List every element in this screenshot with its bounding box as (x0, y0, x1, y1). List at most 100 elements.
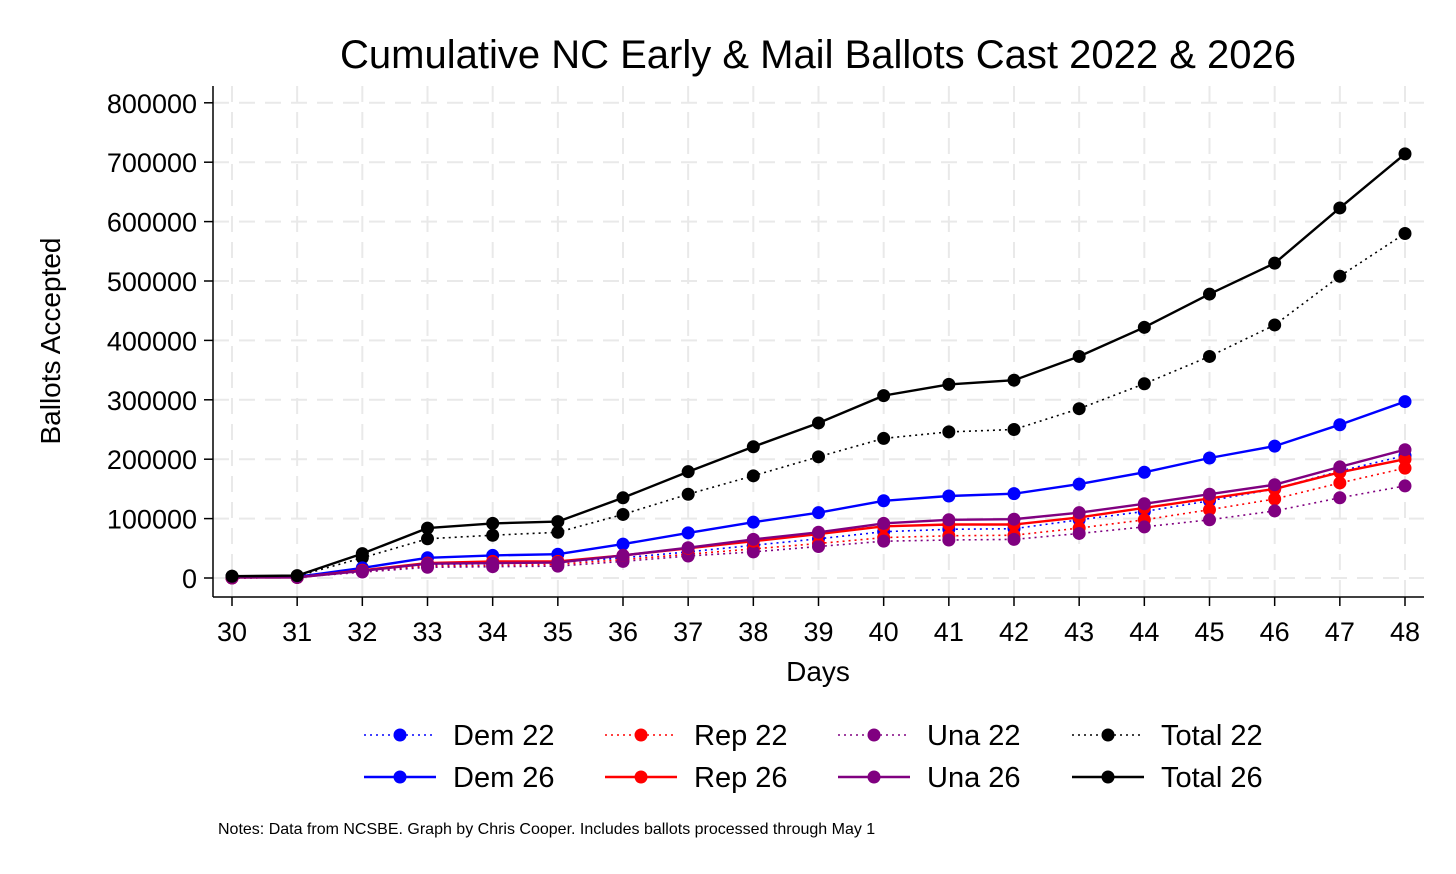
data-point-dem-26 (812, 506, 825, 520)
data-point-una-22 (877, 534, 891, 548)
data-point-una-26 (421, 557, 434, 571)
data-point-una-22 (1398, 479, 1412, 493)
data-point-una-22 (746, 545, 760, 559)
x-tick-label: 30 (217, 617, 247, 647)
data-point-una-26 (1007, 512, 1021, 526)
data-point-total-22 (486, 528, 500, 542)
x-tick-label: 34 (478, 617, 508, 647)
legend-item-dem-22: Dem 22 (364, 720, 555, 752)
legend-label: Dem 26 (453, 762, 555, 794)
data-point-dem-26 (1333, 418, 1347, 432)
series-una-22 (225, 479, 1412, 585)
data-point-una-26 (877, 516, 891, 530)
data-point-total-26 (225, 569, 239, 583)
data-point-total-26 (746, 440, 760, 454)
data-point-dem-26 (1203, 451, 1216, 465)
x-tick-label: 48 (1390, 617, 1420, 647)
data-point-total-22 (812, 450, 825, 464)
data-point-total-26 (1203, 287, 1216, 301)
x-tick-label: 40 (869, 617, 899, 647)
data-point-dem-26 (1268, 439, 1282, 453)
data-point-dem-26 (942, 489, 956, 503)
data-point-dem-26 (746, 515, 760, 529)
legend-key-marker (867, 728, 881, 742)
data-point-una-26 (942, 513, 956, 527)
data-point-total-26 (812, 416, 825, 430)
data-point-una-22 (1268, 504, 1282, 518)
data-point-total-26 (486, 516, 500, 530)
data-point-una-26 (1398, 443, 1412, 457)
y-tick-label: 100000 (107, 505, 197, 535)
data-point-rep-22 (1203, 503, 1216, 517)
data-point-total-22 (1398, 226, 1412, 240)
data-point-rep-22 (1398, 461, 1412, 475)
data-point-una-22 (812, 540, 825, 554)
legend-item-rep-26: Rep 26 (605, 762, 788, 794)
data-point-total-22 (616, 507, 630, 521)
x-tick-label: 41 (934, 617, 964, 647)
data-point-dem-26 (616, 537, 630, 551)
data-point-total-22 (1007, 423, 1021, 436)
data-point-una-22 (1137, 520, 1151, 534)
legend-item-rep-22: Rep 22 (605, 720, 788, 752)
data-point-dem-26 (681, 526, 695, 540)
legend-label: Total 22 (1161, 720, 1263, 752)
data-point-dem-26 (877, 494, 891, 508)
x-tick-label: 46 (1260, 617, 1290, 647)
data-point-total-22 (421, 532, 434, 546)
data-point-total-26 (681, 465, 695, 479)
legend-item-una-22: Una 22 (838, 720, 1021, 752)
legend-label: Dem 22 (453, 720, 555, 752)
data-point-rep-22 (1268, 492, 1282, 506)
legend-label: Total 26 (1161, 762, 1263, 794)
data-point-dem-26 (1072, 477, 1086, 491)
legend-label: Una 22 (927, 720, 1021, 752)
data-point-total-26 (551, 515, 565, 529)
data-point-total-22 (1203, 349, 1216, 363)
x-tick-label: 32 (347, 617, 377, 647)
data-point-una-26 (746, 532, 760, 546)
data-point-total-26 (1072, 349, 1086, 363)
x-tick-label: 33 (412, 617, 442, 647)
data-point-total-26 (290, 569, 304, 583)
x-tick-label: 42 (999, 617, 1029, 647)
legend: Dem 22 Rep 22 Una 22 Total 22 Dem 26 Rep 26 Un… (364, 720, 1263, 794)
data-point-una-26 (486, 556, 500, 570)
y-tick-label: 0 (182, 564, 197, 594)
data-point-una-26 (551, 556, 565, 570)
data-point-total-22 (746, 469, 760, 483)
data-point-total-22 (1137, 377, 1151, 391)
chart-title: Cumulative NC Early & Mail Ballots Cast … (340, 33, 1296, 77)
legend-key-marker (393, 770, 407, 784)
data-point-una-26 (681, 541, 695, 555)
data-point-dem-26 (1007, 487, 1021, 501)
x-tick-label: 37 (673, 617, 703, 647)
y-tick-label: 700000 (107, 148, 197, 178)
y-tick-label: 500000 (107, 267, 197, 297)
x-tick-label: 43 (1064, 617, 1094, 647)
data-point-una-26 (616, 548, 630, 562)
legend-key-marker (1101, 728, 1115, 742)
data-point-dem-26 (1137, 465, 1151, 479)
legend-key-marker (634, 770, 648, 784)
grid (213, 86, 1424, 597)
legend-label: Una 26 (927, 762, 1021, 794)
data-point-una-26 (1072, 506, 1086, 520)
data-point-una-22 (1333, 491, 1347, 505)
data-point-una-22 (942, 533, 956, 547)
legend-label: Rep 26 (694, 762, 788, 794)
data-point-una-26 (1203, 487, 1216, 501)
y-axis-ticks: 0 100000 200000 300000 400000 500000 600000 700… (107, 89, 213, 594)
y-tick-label: 800000 (107, 89, 197, 119)
legend-key-marker (634, 728, 648, 742)
data-point-total-26 (1137, 320, 1151, 334)
data-point-total-26 (1007, 373, 1021, 387)
legend-item-total-26: Total 26 (1072, 762, 1263, 794)
x-tick-label: 44 (1129, 617, 1159, 647)
data-point-dem-26 (1398, 395, 1412, 409)
legend-key-marker (1101, 770, 1115, 784)
x-axis-label: Days (786, 656, 850, 687)
legend-label: Rep 22 (694, 720, 788, 752)
x-tick-label: 45 (1194, 617, 1224, 647)
